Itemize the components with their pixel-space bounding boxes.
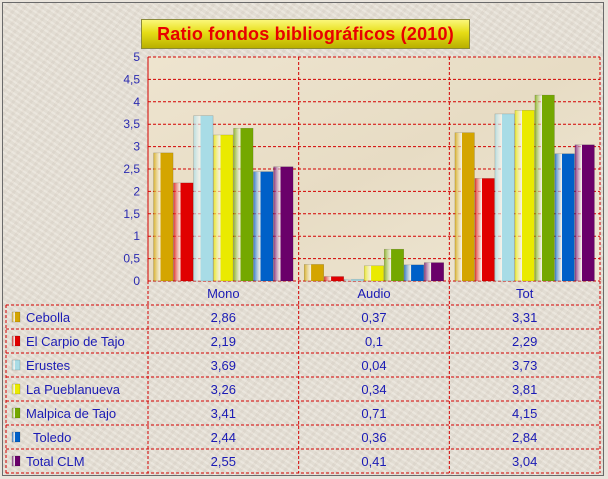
data-label: 3,04 [512,454,537,469]
data-label: 3,81 [512,382,537,397]
bar-la-pueblanueva-mono [213,134,234,282]
legend-swatch [11,407,21,419]
bar-toledo-tot [554,153,575,282]
data-label: 3,41 [211,406,236,421]
y-tick-label: 0 [133,274,140,288]
data-label: 2,19 [211,334,236,349]
data-label: 0,04 [361,358,386,373]
bar-cebolla-audio [304,264,324,282]
legend-label: Toledo [26,430,71,445]
legend-swatch [11,359,21,371]
bar-total-clm-mono [273,166,294,282]
data-label: 4,15 [512,406,537,421]
data-label: 3,26 [211,382,236,397]
y-tick-label: 2,5 [123,162,140,176]
data-label: 0,1 [365,334,383,349]
data-label: 0,41 [361,454,386,469]
data-label: 2,86 [211,310,236,325]
legend-swatch [11,455,21,467]
y-tick-label: 4,5 [123,72,140,86]
bar-erustes-mono [193,115,214,282]
y-tick-label: 3 [133,140,140,154]
bar-erustes-tot [494,113,515,282]
legend-label: Malpica de Tajo [26,406,116,421]
bar-la-pueblanueva-audio [364,265,384,282]
y-tick-label: 4 [133,95,140,109]
bar-malpica-de-tajo-tot [534,94,555,282]
bar-malpica-de-tajo-audio [384,248,404,282]
legend-label: La Pueblanueva [26,382,121,397]
legend-swatch [11,311,21,323]
legend-label: Erustes [26,358,71,373]
data-label: 2,29 [512,334,537,349]
data-label: 0,37 [361,310,386,325]
bar-cebolla-tot [454,132,475,282]
legend-label: Cebolla [26,310,71,325]
bar-el-carpio-de-tajo-audio [324,276,344,282]
bar-malpica-de-tajo-mono [233,127,254,282]
bar-erustes-audio [344,278,364,282]
bar-cebolla-mono [153,152,174,282]
data-label: 0,71 [361,406,386,421]
bar-total-clm-audio [424,262,444,282]
data-label: 2,84 [512,430,537,445]
legend-swatch [11,383,21,395]
x-tick-label: Mono [207,286,240,301]
y-tick-label: 1,5 [123,207,140,221]
y-tick-label: 1 [133,229,140,243]
y-tick-label: 5 [133,50,140,64]
y-tick-label: 3,5 [123,117,140,131]
legend-swatch [11,431,21,443]
bar-total-clm-tot [574,144,595,282]
y-tick-label: 0,5 [123,252,140,266]
data-label: 3,31 [512,310,537,325]
chart-title: Ratio fondos bibliográficos (2010) [141,19,470,49]
data-label: 2,55 [211,454,236,469]
x-tick-label: Tot [516,286,534,301]
bar-toledo-audio [404,264,424,282]
bar-la-pueblanueva-tot [514,110,535,282]
data-label: 2,44 [211,430,236,445]
data-label: 3,73 [512,358,537,373]
x-tick-label: Audio [357,286,390,301]
legend-label: Total CLM [26,454,85,469]
bar-el-carpio-de-tajo-tot [474,178,495,282]
bar-toledo-mono [253,171,274,282]
legend-label: El Carpio de Tajo [26,334,125,349]
data-label: 3,69 [211,358,236,373]
bar-el-carpio-de-tajo-mono [173,182,194,282]
data-label: 0,36 [361,430,386,445]
y-tick-label: 2 [133,184,140,198]
data-label: 0,34 [361,382,386,397]
legend-swatch [11,335,21,347]
